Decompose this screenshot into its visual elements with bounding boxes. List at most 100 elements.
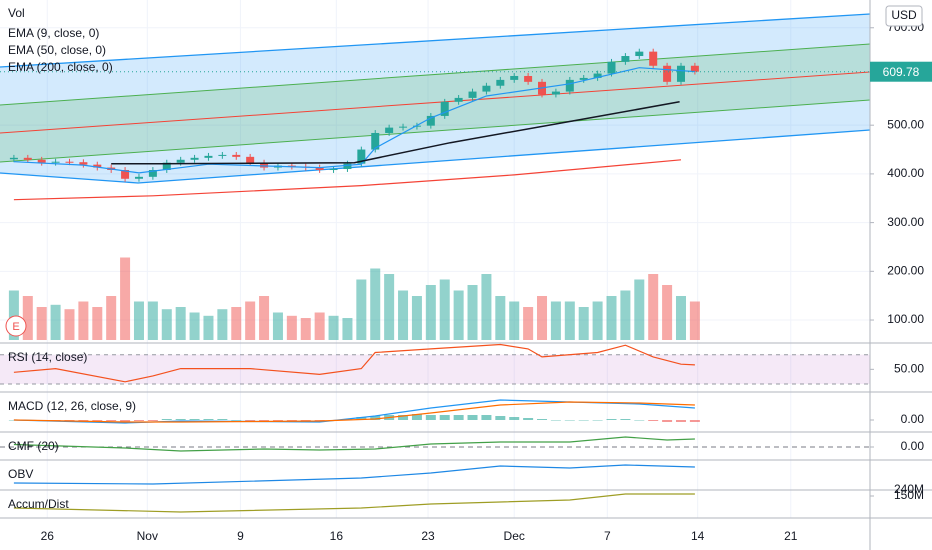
macd-histogram — [231, 420, 242, 421]
candle-body — [676, 65, 685, 82]
macd-histogram — [675, 420, 686, 422]
candle-body — [593, 73, 602, 78]
candle-body — [23, 157, 32, 160]
volume-bar — [106, 296, 117, 340]
volume-bar — [133, 301, 144, 340]
candle-body — [482, 85, 491, 92]
macd-histogram — [606, 419, 617, 420]
macd-histogram — [537, 419, 548, 420]
macd-histogram — [203, 419, 214, 420]
candle-body — [9, 157, 18, 160]
candle-body — [190, 157, 199, 160]
volume-bar — [384, 274, 395, 340]
candle-body — [246, 156, 255, 163]
pane-label: MACD (12, 26, close, 9) — [8, 399, 136, 413]
candle-body — [440, 101, 449, 116]
macd-histogram — [523, 418, 534, 420]
volume-bar — [481, 274, 492, 340]
candle-body — [524, 75, 533, 82]
volume-bar — [245, 301, 256, 340]
ema-line — [13, 159, 682, 201]
candle-body — [635, 51, 644, 57]
candle-body — [496, 79, 505, 86]
candle-body — [468, 91, 477, 98]
macd-histogram — [509, 417, 520, 420]
macd-histogram — [370, 416, 381, 420]
rsi-band — [0, 354, 870, 384]
candle-body — [663, 65, 672, 82]
volume-bar — [286, 315, 297, 340]
legend-entry: EMA (9, close, 0) — [8, 26, 99, 40]
labels: 26 Nov 9 16 23 Dec 7 14 21700.00500.00400.00300.… — [5, 5, 932, 543]
y-tick-label: 0.00 — [901, 412, 925, 426]
pane-label: RSI (14, close) — [8, 350, 87, 364]
pane-label: Accum/Dist — [8, 497, 69, 511]
x-tick-label: 9 — [237, 529, 244, 543]
candle-body — [134, 176, 143, 179]
x-tick-label: 7 — [604, 529, 611, 543]
volume-bar — [592, 301, 603, 340]
earnings-marker — [5, 315, 27, 337]
last-price-label: 609.78 — [883, 65, 920, 79]
volume-bar — [467, 285, 478, 340]
currency-box — [885, 5, 923, 27]
macd-histogram — [481, 415, 492, 420]
macd-histogram — [592, 420, 603, 421]
volume-bar — [189, 312, 200, 340]
candle-body — [579, 77, 588, 80]
y-tick-label: 50.00 — [894, 362, 924, 376]
y-tick-label: 100.00 — [887, 312, 924, 326]
currency-label: USD — [891, 8, 917, 22]
candle-body — [218, 154, 227, 156]
y-tick-label: 200.00 — [887, 263, 924, 277]
macd-histogram — [648, 420, 659, 421]
pane-label: OBV — [8, 467, 33, 481]
candle-body — [287, 165, 296, 167]
candle-body — [426, 115, 435, 126]
candle-body — [412, 125, 421, 127]
candle-body — [357, 149, 366, 164]
y-tick-label: 240M — [894, 482, 924, 496]
candle-body — [79, 162, 88, 165]
candle-body — [510, 75, 519, 80]
volume-bar — [36, 307, 47, 340]
macd-histogram — [578, 420, 589, 421]
macd-histogram — [398, 415, 409, 420]
macd-histogram — [161, 419, 172, 420]
macd-histogram — [106, 420, 117, 421]
candle-body — [176, 159, 185, 163]
macd-histogram — [147, 420, 158, 421]
candle-body — [649, 51, 658, 66]
y-tick-label: 400.00 — [887, 166, 924, 180]
indicator-line — [13, 343, 695, 383]
candle-body — [121, 170, 130, 179]
y-tick-label: 0.00 — [901, 439, 925, 453]
volume-bar — [64, 309, 75, 340]
last-price-box — [870, 61, 932, 82]
macd-histogram — [259, 420, 270, 421]
volume-bar — [453, 290, 464, 340]
indicator-line — [13, 493, 695, 513]
y-tick-label: 150M — [894, 488, 924, 502]
macd-histogram — [634, 420, 645, 421]
pane-label: CMF (20) — [8, 439, 59, 453]
candle-body — [565, 79, 574, 92]
macd-histogram — [439, 415, 450, 420]
indicator-line — [13, 436, 695, 452]
x-tick-label: 23 — [421, 529, 435, 543]
volume-bar — [22, 296, 33, 340]
volume-bar — [634, 279, 645, 340]
volume-bar — [537, 296, 548, 340]
volume-bar — [259, 296, 270, 340]
candle-body — [260, 162, 269, 168]
candle-body — [148, 170, 157, 177]
candle-body — [315, 167, 324, 170]
macd-histogram — [120, 420, 131, 422]
volume-bar — [523, 307, 534, 340]
volume-bar — [147, 301, 158, 340]
macd-histogram — [189, 419, 200, 420]
candle-body — [621, 56, 630, 62]
plot — [0, 48, 870, 513]
volume-bar — [495, 296, 506, 340]
